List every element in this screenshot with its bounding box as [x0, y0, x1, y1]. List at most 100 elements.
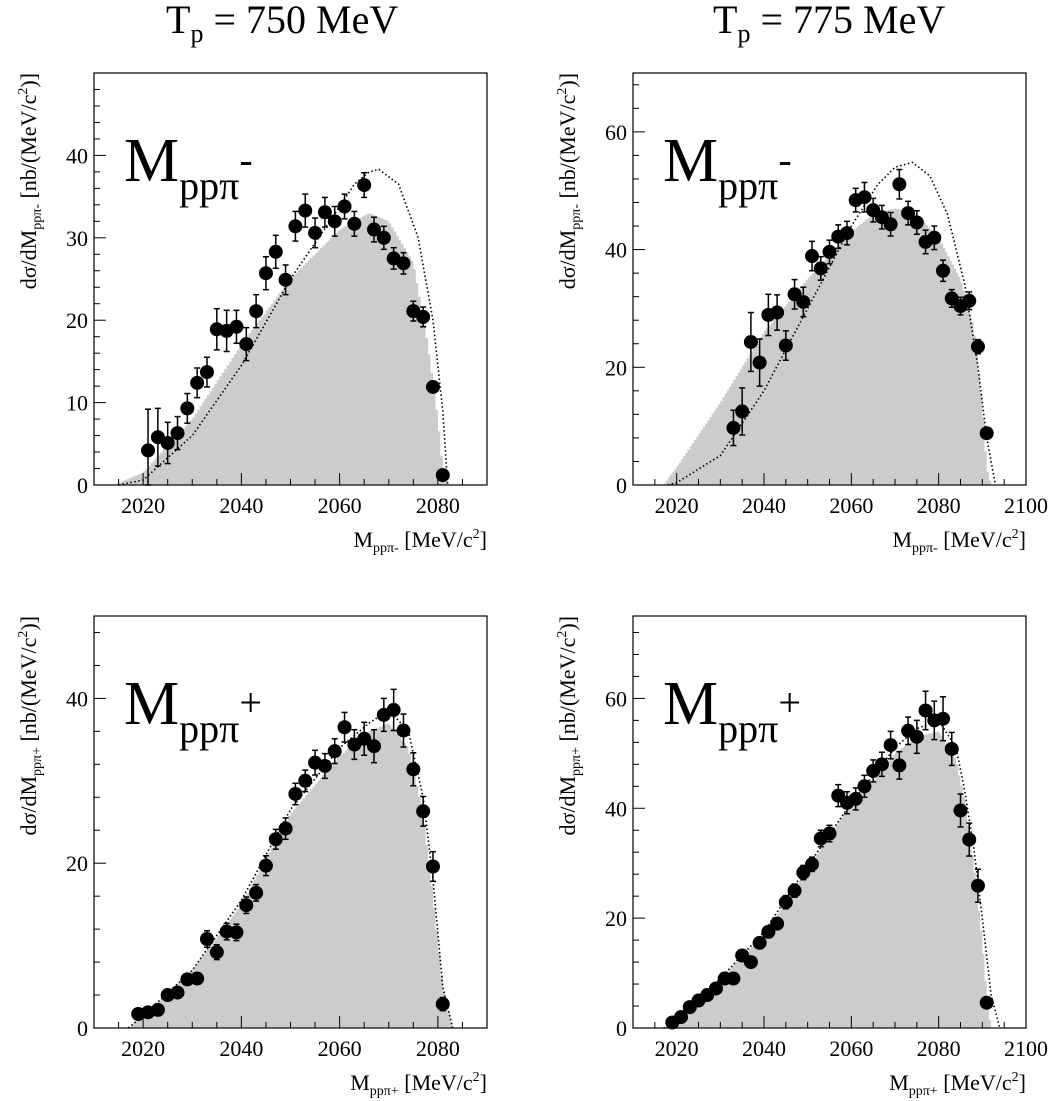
data-point [249, 885, 264, 900]
data-point [813, 261, 828, 276]
x-tick-label: 2100 [1004, 493, 1048, 518]
x-tick-label: 2040 [219, 1036, 263, 1061]
data-point [883, 738, 898, 753]
data-point [892, 177, 907, 192]
x-tick-label: 2080 [917, 493, 961, 518]
y-tick-label: 0 [77, 473, 88, 498]
data-point [735, 404, 750, 419]
data-point [170, 985, 185, 1000]
data-point [396, 256, 411, 271]
data-point [357, 731, 372, 746]
x-tick-label: 2040 [742, 493, 786, 518]
data-point [298, 773, 313, 788]
x-tick-label: 2080 [416, 493, 460, 518]
data-point [962, 832, 977, 847]
panel-label: Mppπ- [124, 127, 253, 208]
data-point [909, 729, 924, 744]
data-point [141, 443, 156, 458]
data-point [416, 309, 431, 324]
data-point [435, 468, 450, 483]
data-point [249, 304, 264, 319]
data-point [229, 925, 244, 940]
data-point [347, 216, 362, 231]
data-point [229, 319, 244, 334]
phase-space-curve [667, 161, 997, 486]
data-point [761, 924, 776, 939]
data-point [367, 222, 382, 237]
column-title-right: Tp = 775 MeV [713, 0, 946, 48]
data-point [743, 955, 758, 970]
data-point [288, 786, 303, 801]
data-point [752, 355, 767, 370]
data-point [268, 832, 283, 847]
data-point [416, 804, 431, 819]
data-point [822, 244, 837, 259]
data-point [674, 1010, 689, 1025]
data-point [327, 744, 342, 759]
data-point [150, 1002, 165, 1017]
data-point [970, 878, 985, 893]
data-point [927, 230, 942, 245]
data-point [892, 758, 907, 773]
column-title-left: Tp = 750 MeV [166, 0, 399, 48]
data-point [190, 971, 205, 986]
x-tick-label: 2020 [655, 1036, 699, 1061]
data-point [857, 190, 872, 205]
y-tick-label: 20 [66, 851, 88, 876]
x-tick-label: 2060 [829, 493, 873, 518]
data-point [770, 305, 785, 320]
x-axis-title: Mppπ- [MeV/c2] [892, 527, 1026, 556]
data-point [936, 263, 951, 278]
data-point [278, 821, 293, 836]
x-tick-label: 2040 [219, 493, 263, 518]
x-tick-label: 2060 [318, 493, 362, 518]
x-tick-label: 2080 [416, 1036, 460, 1061]
data-point [962, 293, 977, 308]
data-point [209, 945, 224, 960]
y-axis-title: dσ/dMppπ- [nb/(MeV/c2)] [16, 73, 45, 289]
data-point [726, 420, 741, 435]
data-point [883, 217, 898, 232]
data-point [357, 178, 372, 193]
data-point [909, 215, 924, 230]
y-axis-title: dσ/dMppπ- [nb/(MeV/c2)] [555, 73, 584, 289]
data-point [396, 723, 411, 738]
y-tick-label: 20 [605, 355, 627, 380]
data-point [796, 865, 811, 880]
simulation-histogram [113, 213, 448, 485]
data-point [278, 272, 293, 287]
y-tick-label: 0 [77, 1016, 88, 1041]
x-tick-label: 2020 [121, 493, 165, 518]
data-point [778, 895, 793, 910]
y-tick-label: 20 [605, 906, 627, 931]
data-point [170, 426, 185, 441]
data-point [337, 199, 352, 214]
y-axis-title: dσ/dMppπ+ [nb/(MeV/c2)] [16, 616, 45, 836]
data-point [970, 339, 985, 354]
data-point [190, 375, 205, 390]
data-point [857, 779, 872, 794]
x-axis-title: Mppπ+ [MeV/c2] [889, 1070, 1026, 1099]
data-point [822, 826, 837, 841]
x-tick-label: 2080 [917, 1036, 961, 1061]
y-tick-label: 40 [605, 238, 627, 263]
simulation-histogram [128, 723, 453, 1028]
data-point [298, 203, 313, 218]
data-point [848, 791, 863, 806]
data-point [778, 338, 793, 353]
y-tick-label: 60 [605, 686, 627, 711]
x-tick-label: 2040 [742, 1036, 786, 1061]
data-point [901, 206, 916, 221]
y-tick-label: 0 [616, 473, 627, 498]
y-tick-label: 40 [605, 796, 627, 821]
x-tick-label: 2100 [1004, 1036, 1048, 1061]
data-point [796, 294, 811, 309]
phase-space-curve [118, 168, 449, 486]
data-point [386, 702, 401, 717]
data-point [199, 365, 214, 380]
x-tick-label: 2060 [829, 1036, 873, 1061]
chart-panel-1: 2020 2040 2060 2080 0 10 20 30 40 Mppπ- Mppπ- [MeV… [16, 72, 488, 556]
